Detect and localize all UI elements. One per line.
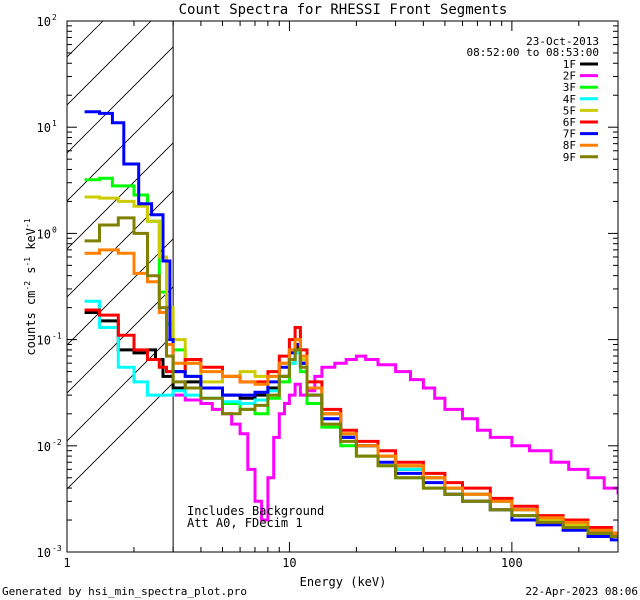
legend-label-5F: 5F: [563, 104, 576, 117]
y-tick-label: 10: [37, 334, 51, 348]
legend-label-7F: 7F: [563, 128, 576, 141]
legend-label-3F: 3F: [563, 81, 576, 94]
hatch-line: [67, 142, 174, 250]
series-line-7F: [84, 110, 618, 542]
y-tick-exponent: 0: [52, 225, 57, 234]
hatch-line: [67, 382, 174, 490]
legend-label-8F: 8F: [563, 139, 576, 152]
series-line-9F: [84, 216, 618, 538]
legend-label-6F: 6F: [563, 116, 576, 129]
legend-label-2F: 2F: [563, 70, 576, 83]
series-line-4F: [84, 299, 618, 535]
y-label-exp1: -2: [23, 281, 32, 291]
plot-frame: [66, 20, 619, 553]
y-label-exp2: -1: [23, 257, 32, 267]
x-tick-label: 1: [63, 556, 70, 570]
annotation-attenuator: Att A0, FDecim 1: [187, 516, 303, 530]
y-tick-label: 10: [37, 227, 51, 241]
y-tick-label: 10: [37, 121, 51, 135]
chart-title: Count Spectra for RHESSI Front Segments: [179, 2, 508, 18]
legend-label-4F: 4F: [563, 93, 576, 106]
y-tick-label: 10: [37, 546, 51, 560]
x-axis-label: Energy (keV): [300, 575, 387, 589]
hatched-region: [0, 21, 174, 552]
y-label-unit: keV: [24, 228, 38, 257]
y-tick-label: 10: [37, 15, 51, 29]
series-line-2F: [173, 354, 618, 522]
series-line-1F: [84, 311, 618, 535]
y-label-exp3: -1: [23, 218, 32, 228]
annotation-background: Includes Background: [187, 504, 324, 518]
legend-label-9F: 9F: [563, 151, 576, 164]
hatch-line: [67, 46, 174, 154]
y-tick-exponent: 1: [52, 119, 57, 128]
hatch-line: [67, 94, 174, 202]
legend-date: 23-Oct-2013: [526, 35, 599, 48]
y-tick-exponent: 2: [52, 13, 57, 22]
y-label-base: counts cm: [24, 291, 38, 356]
legend-label-1F: 1F: [563, 58, 576, 71]
footer-generated-by: Generated by hsi_min_spectra_plot.pro: [2, 585, 247, 598]
hatch-line: [67, 286, 174, 394]
x-tick-label: 10: [282, 556, 296, 570]
legend-time: 08:52:00 to 08:53:00: [467, 46, 599, 59]
y-tick-exponent: -3: [52, 544, 62, 553]
footer-timestamp: 22-Apr-2023 08:06: [525, 585, 638, 598]
hatch-line: [67, 190, 174, 298]
y-tick-exponent: -1: [52, 332, 62, 341]
series-line-3F: [84, 176, 618, 538]
hatch-line: [0, 21, 7, 552]
y-tick-exponent: -2: [52, 438, 62, 447]
y-label-mid: s: [24, 267, 38, 281]
x-tick-label: 100: [501, 556, 523, 570]
hatch-line: [67, 21, 104, 58]
y-tick-label: 10: [37, 440, 51, 454]
hatch-line: [67, 238, 174, 346]
series-line-8F: [84, 248, 618, 535]
y-axis-label: counts cm-2 s-1 keV-1: [23, 218, 38, 355]
